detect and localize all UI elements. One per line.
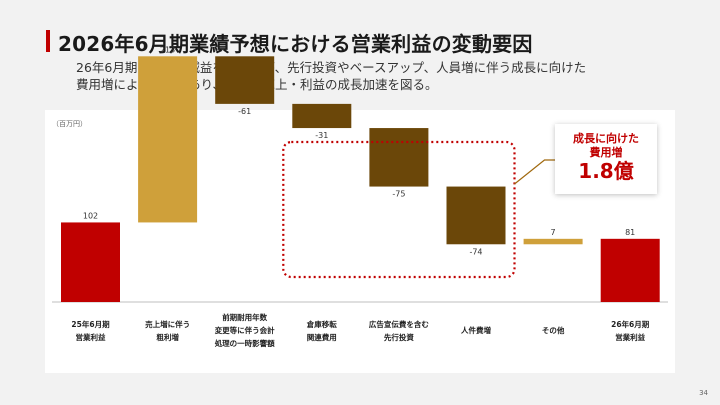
category-label-1-1: 粗利増: [156, 332, 179, 342]
category-label-1-0: 売上増に伴う: [145, 319, 190, 329]
bar-4: [369, 128, 429, 187]
category-label-4-1: 先行投資: [384, 332, 414, 342]
data-label-3: -31: [315, 131, 328, 140]
category-label-3-1: 関連費用: [307, 332, 337, 342]
data-label-5: -74: [469, 247, 482, 256]
growth-cost-callout: 成長に向けた 費用増 1.8億: [555, 124, 657, 194]
data-label-0: 102: [83, 211, 98, 220]
category-label-6-0: その他: [542, 325, 565, 335]
category-label-0-1: 営業利益: [76, 332, 106, 342]
data-label-6: 7: [551, 228, 556, 237]
category-label-2-1: 変更等に伴う会計: [215, 325, 275, 335]
chart-unit-label: （百万円）: [52, 120, 87, 128]
bar-5: [446, 186, 506, 245]
category-label-2-2: 処理の一時影響額: [214, 338, 275, 348]
bar-3: [292, 103, 352, 129]
highlight-box: [282, 140, 516, 279]
callout-line-1: 成長に向けた: [573, 132, 639, 145]
title-accent-bar: [46, 30, 50, 52]
page-title: 2026年6月期業績予想における営業利益の変動要因: [58, 32, 533, 56]
data-label-7: 81: [625, 228, 635, 237]
category-label-0-0: 25年6月期: [71, 319, 110, 329]
callout-line-2: 費用増: [589, 146, 623, 159]
data-label-1: 213: [160, 45, 175, 54]
bar-0: [61, 222, 120, 302]
callout-connector: [514, 159, 555, 185]
category-label-5-0: 人件費増: [461, 325, 491, 335]
page-number: 34: [699, 389, 708, 397]
category-label-7-1: 営業利益: [615, 332, 645, 342]
bar-2: [215, 56, 275, 104]
bar-6: [523, 238, 583, 245]
callout-value: 1.8億: [578, 159, 634, 183]
category-label-4-0: 広告宣伝費を含む: [369, 319, 429, 329]
data-label-2: -61: [238, 107, 251, 116]
category-label-3-0: 倉庫移転: [306, 319, 337, 329]
bar-1: [138, 56, 198, 223]
category-label-7-0: 26年6月期: [611, 319, 650, 329]
bar-7: [600, 238, 660, 302]
subtitle-line-1: 26年6月期は若干の減益を見込むが、先行投資やベースアップ、人員増に伴う成長に向…: [76, 60, 587, 75]
data-label-4: -75: [392, 190, 405, 199]
category-label-2-0: 前期耐用年数: [222, 312, 267, 322]
